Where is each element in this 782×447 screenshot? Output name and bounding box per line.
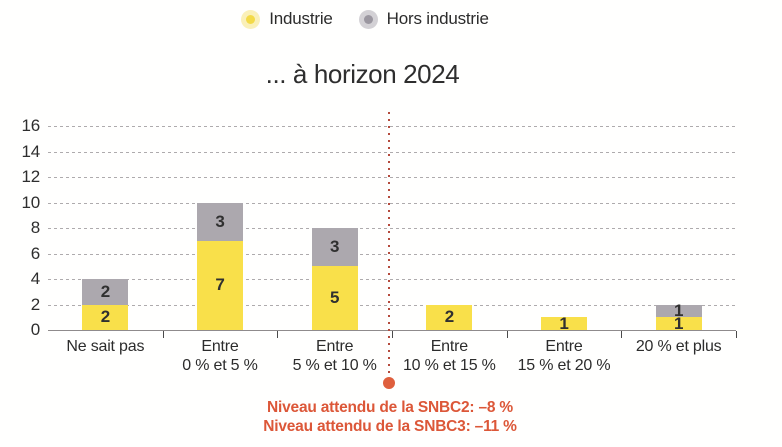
bar-segment-hors-industrie: 3 (311, 228, 358, 267)
bar-segment-industrie: 2 (426, 304, 473, 330)
gridline (48, 304, 736, 306)
x-axis-tick (392, 331, 393, 338)
bar-value-label: 3 (215, 211, 225, 231)
bar-value-label: 7 (215, 275, 225, 295)
industrie-dot-inner-icon (246, 14, 256, 24)
snbc-dotted-reference-line (388, 112, 390, 374)
bar-value-label: 5 (330, 288, 340, 308)
x-axis-category-label: 20 % et plus (635, 338, 722, 355)
bar-value-label: 3 (330, 237, 340, 257)
bar-value-label: 2 (444, 307, 454, 327)
chart-title: ... à horizon 2024 (265, 59, 460, 89)
bar-segment-industrie: 5 (311, 266, 358, 330)
bar-segment-hors-industrie: 1 (655, 300, 702, 320)
bar-value-label: 2 (100, 307, 110, 327)
y-axis-tick-label: 2 (30, 294, 40, 314)
bar-segment-industrie: 1 (655, 313, 702, 333)
bar-segment-industrie: 7 (197, 240, 243, 330)
y-axis-tick-label: 8 (30, 218, 40, 237)
y-axis-tick-label: 0 (30, 320, 40, 339)
bar-value-label: 1 (674, 300, 684, 320)
x-axis-category-label: Ne sait pas (66, 338, 145, 355)
legend-label-industrie: Industrie (269, 9, 333, 28)
snbc-marker-ball-icon (383, 377, 395, 389)
bar-segment-hors-industrie: 3 (197, 202, 243, 241)
hors-industrie-dot-icon (358, 9, 378, 29)
y-axis-tick-label: 6 (30, 243, 40, 263)
x-axis-tick (736, 331, 737, 338)
x-axis-tick (506, 331, 508, 338)
y-axis-tick-label: 10 (21, 192, 40, 212)
snbc2-annotation-line: Niveau attendu de la SNBC2: –8 % (267, 399, 513, 416)
x-axis-tick (621, 331, 623, 338)
bar-segment-hors-industrie: 2 (82, 279, 129, 305)
gridline (48, 177, 736, 178)
x-axis-category-label: Entre 0 % et 5 % (182, 338, 258, 374)
y-axis-tick-label: 4 (30, 269, 40, 288)
industrie-dot-icon (241, 9, 261, 29)
y-axis-tick-label: 16 (21, 116, 40, 135)
bar-segment-industrie: 2 (82, 304, 129, 330)
bar-segment-industrie: 1 (541, 313, 587, 333)
x-axis-category-label: Entre 10 % et 15 % (402, 338, 496, 374)
x-axis-category-label: Entre 5 % et 10 % (292, 338, 377, 374)
snbc3-annotation-line: Niveau attendu de la SNBC3: –11 % (263, 418, 517, 435)
gridline (48, 253, 736, 255)
legend-label-hors-industrie: Hors industrie (386, 9, 489, 28)
x-axis-line (48, 330, 736, 331)
gridline (48, 126, 736, 127)
gridline (48, 228, 736, 229)
y-axis-tick-label: 12 (21, 167, 40, 186)
gridline (48, 202, 736, 204)
x-axis-category-label: Entre 15 % et 20 % (517, 338, 611, 374)
legend-item-hors-industrie: Hors industrie (358, 7, 489, 31)
bar-value-label: 2 (100, 281, 110, 301)
bar-value-label: 1 (674, 313, 684, 333)
bar-value-label: 1 (559, 313, 569, 333)
legend-item-industrie: Industrie (241, 7, 333, 31)
hors-industrie-dot-inner-icon (363, 14, 373, 24)
snbc-annotation: Niveau attendu de la SNBC2: –8 % Niveau … (150, 398, 630, 436)
gridline (48, 279, 736, 280)
y-axis-tick-label: 14 (21, 141, 40, 161)
chart-legend: Industrie Hors industrie (0, 7, 730, 31)
x-axis-tick (277, 331, 279, 338)
x-axis-tick (162, 331, 164, 338)
gridline (48, 151, 736, 153)
